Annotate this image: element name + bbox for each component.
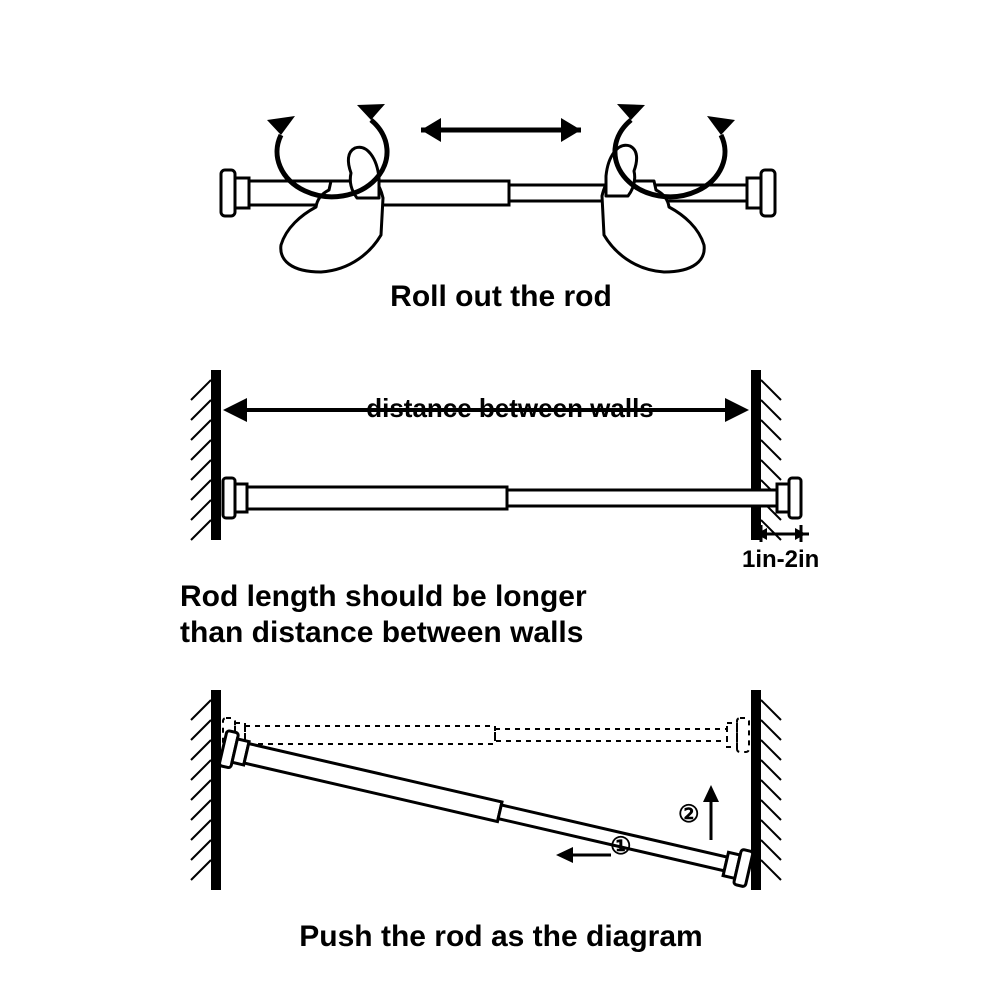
step2-top-label: distance between walls <box>250 393 770 424</box>
extend-arrow-icon <box>421 118 581 142</box>
page: Roll out the rod <box>0 0 1002 1001</box>
step2-caption-line1: Rod length should be longer <box>180 580 820 614</box>
step2-overhang-label: 1in-2in <box>742 546 862 574</box>
step3-diagram <box>151 690 851 910</box>
step3-marker1: ① <box>610 832 650 861</box>
step2-caption-line2: than distance between walls <box>180 616 820 650</box>
step3-caption: Push the rod as the diagram <box>0 920 1002 954</box>
step3-marker2: ② <box>678 800 718 829</box>
step1-caption: Roll out the rod <box>0 280 1002 314</box>
left-hand-icon <box>281 147 383 272</box>
left-wall <box>191 370 221 540</box>
step1-diagram <box>201 60 801 280</box>
